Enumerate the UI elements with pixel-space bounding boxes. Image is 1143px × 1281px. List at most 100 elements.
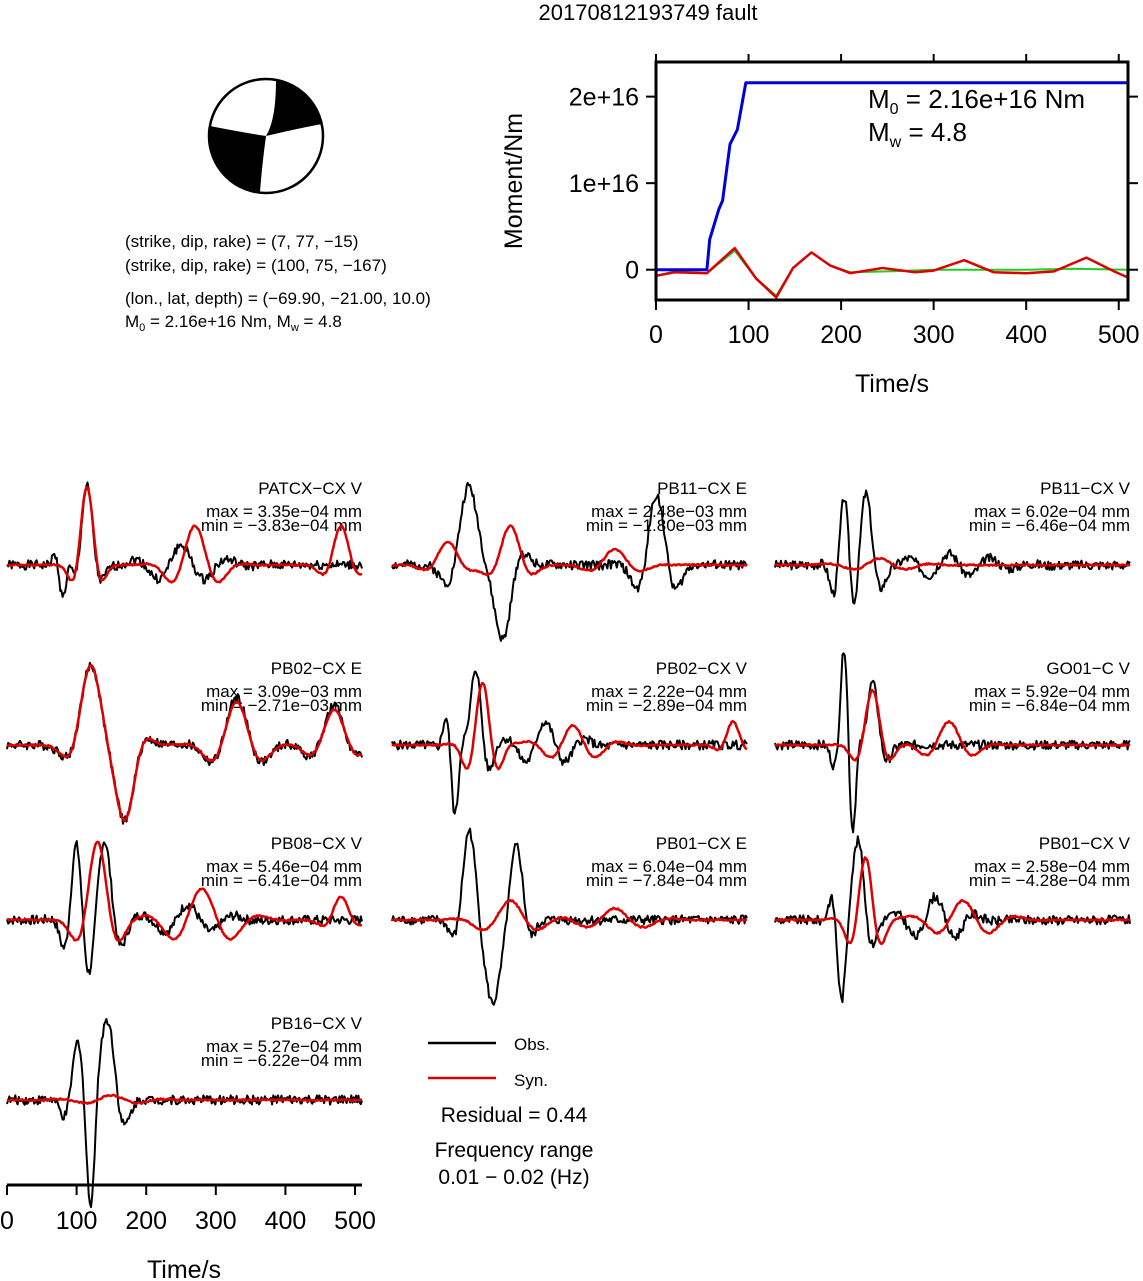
focal-mechanism-beachball <box>207 77 325 195</box>
moment-x-tick-label: 100 <box>728 321 770 349</box>
figure-title: 20170812193749 fault <box>539 0 758 25</box>
moment-x-tick-label: 300 <box>913 321 955 349</box>
hypocenter-location: (lon., lat, depth) = (−69.90, −21.00, 10… <box>125 289 431 308</box>
residual-text: Residual = 0.44 <box>441 1104 588 1127</box>
waveform-legend: Obs. Syn. Residual = 0.44 Frequency rang… <box>428 1035 593 1189</box>
moment-rate-curve-2 <box>655 246 1129 299</box>
moment-y-tick-label: 0 <box>625 257 639 285</box>
synthetic-waveform <box>391 524 748 577</box>
synthetic-waveform <box>391 898 748 932</box>
waveform-x-tick-label: 300 <box>195 1207 237 1235</box>
moment-x-axis-label: Time/s <box>855 370 929 398</box>
observed-waveform <box>6 481 363 598</box>
frequency-range-label: Frequency range <box>435 1139 594 1162</box>
moment-y-tick-label: 1e+16 <box>569 170 639 198</box>
station-max: max = 2.58e−04 mm <box>974 857 1130 876</box>
station-max: max = 2.22e−04 mm <box>591 682 747 701</box>
moment-magnitude-line: M0 = 2.16e+16 Nm, Mw = 4.8 <box>125 312 342 334</box>
synthetic-waveform <box>6 840 363 942</box>
moment-x-tick-label: 0 <box>649 321 663 349</box>
moment-x-tick-label: 500 <box>1098 321 1140 349</box>
station-name: PB08−CX V <box>271 834 363 853</box>
station-name: PB11−CX E <box>657 479 747 498</box>
station-max: max = 3.35e−04 mm <box>206 502 362 521</box>
moment-annotation-mw: Mw = 4.8 <box>868 117 967 151</box>
legend-syn-label: Syn. <box>514 1071 548 1090</box>
cumulative-moment-curve <box>656 81 1128 272</box>
station-max: max = 2.48e−03 mm <box>591 502 747 521</box>
station-name: PB01−CX E <box>656 834 747 853</box>
station-min: min = −7.84e−04 mm <box>586 871 747 890</box>
observed-waveform <box>6 840 363 975</box>
moment-plot-frame <box>654 60 1130 302</box>
station-min: min = −6.84e−04 mm <box>969 696 1130 715</box>
waveform-x-tick-label: 400 <box>265 1207 307 1235</box>
synthetic-waveform <box>774 688 1131 762</box>
frequency-range-value: 0.01 − 0.02 (Hz) <box>438 1166 589 1189</box>
synthetic-waveform <box>391 682 748 771</box>
nodal-plane-1: (strike, dip, rake) = (7, 77, −15) <box>125 232 358 251</box>
station-name: GO01−C V <box>1046 659 1130 678</box>
observed-waveform <box>774 652 1131 834</box>
legend-obs-label: Obs. <box>514 1035 550 1054</box>
beachball-quadrant-ne <box>266 80 322 136</box>
station-name: PB11−CX V <box>1040 479 1131 498</box>
station-max: max = 6.04e−04 mm <box>591 857 747 876</box>
nodal-plane-2: (strike, dip, rake) = (100, 75, −167) <box>125 256 387 275</box>
station-min: min = −6.46e−04 mm <box>969 516 1130 535</box>
synthetic-waveform <box>6 486 363 584</box>
station-name: PB02−CX E <box>271 659 362 678</box>
synthetic-waveform <box>774 556 1131 572</box>
station-name: PB02−CX V <box>656 659 748 678</box>
station-max: max = 5.27e−04 mm <box>206 1037 362 1056</box>
beachball-quadrant-sw <box>209 126 266 192</box>
moment-x-tick-label: 400 <box>1005 321 1047 349</box>
station-name: PB01−CX V <box>1039 834 1131 853</box>
waveform-x-tick-label: 100 <box>56 1207 98 1235</box>
moment-chart: 0 100 200 300 400 500 0 1e+16 2e+16 Time/s Momen… <box>500 54 1140 398</box>
station-name: PB16−CX V <box>271 1014 363 1033</box>
observed-waveform <box>391 670 748 815</box>
station-min: min = −1.80e−03 mm <box>586 516 747 535</box>
station-min: min = −6.41e−04 mm <box>201 871 362 890</box>
beachball-rim <box>207 77 325 195</box>
station-min: min = −6.22e−04 mm <box>201 1051 362 1070</box>
synthetic-waveform <box>6 1093 363 1106</box>
station-name: PATCX−CX V <box>258 479 362 498</box>
moment-annotation-m0: M0 = 2.16e+16 Nm <box>868 84 1085 118</box>
moment-x-tick-label: 200 <box>820 321 862 349</box>
waveform-time-axis: Time/s 0 100 200 300 400 500 <box>0 1183 376 1281</box>
station-max: max = 5.92e−04 mm <box>974 682 1130 701</box>
observed-waveform <box>391 827 748 1006</box>
waveform-x-tick-label: 0 <box>0 1207 14 1235</box>
moment-axis-ticks: 0 100 200 300 400 500 0 1e+16 2e+16 <box>569 54 1140 349</box>
station-min: min = −2.89e−04 mm <box>586 696 747 715</box>
station-max: max = 6.02e−04 mm <box>974 502 1130 521</box>
moment-y-tick-label: 2e+16 <box>569 84 639 112</box>
waveform-x-tick-label: 500 <box>334 1207 376 1235</box>
moment-y-axis-label: Moment/Nm <box>500 113 528 249</box>
station-max: max = 3.09e−03 mm <box>206 682 362 701</box>
waveform-x-axis-label: Time/s <box>147 1256 221 1281</box>
station-max: max = 5.46e−04 mm <box>206 857 362 876</box>
observed-waveform <box>774 489 1131 605</box>
station-min: min = −3.83e−04 mm <box>201 516 362 535</box>
station-min: min = −4.28e−04 mm <box>969 871 1130 890</box>
synthetic-waveform <box>6 663 363 823</box>
source-info: (strike, dip, rake) = (7, 77, −15) (stri… <box>125 232 431 334</box>
moment-rate-curve-1 <box>655 249 1129 297</box>
synthetic-waveform <box>774 856 1131 946</box>
waveform-x-tick-label: 200 <box>125 1207 167 1235</box>
